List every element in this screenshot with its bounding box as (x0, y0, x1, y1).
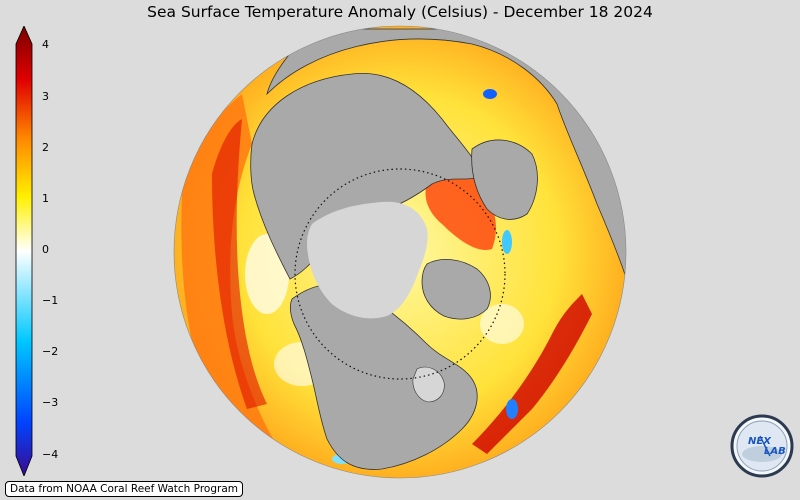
globe-map (173, 25, 627, 479)
cold-anomaly-spot (506, 399, 518, 419)
greenland-landmass (421, 259, 491, 320)
siberia-landmass (250, 72, 483, 280)
colorbar-tick-label: 4 (42, 38, 49, 51)
nexlab-logo-icon: NEX LAB (730, 414, 794, 478)
map-title: Sea Surface Temperature Anomaly (Celsius… (147, 3, 653, 21)
svg-text:LAB: LAB (764, 446, 786, 457)
pacific-hot-anomaly (212, 119, 267, 409)
colorbar-tick-label: −3 (42, 396, 59, 409)
arctic-circle-line (294, 168, 506, 380)
colorbar-tick-label: 1 (42, 192, 49, 205)
colorbar (15, 26, 33, 476)
colorbar-tick-label: 2 (42, 141, 49, 154)
colorbar-tick-label: 3 (42, 90, 49, 103)
cold-anomaly-spot (483, 89, 497, 99)
hudson-bay-ice (412, 366, 445, 403)
colorbar-tick-label: −2 (42, 345, 59, 358)
atlantic-hot-anomaly (472, 294, 592, 454)
svg-text:NEX: NEX (748, 436, 772, 447)
colorbar-tick-label: −1 (42, 294, 59, 307)
colorbar-tick-label: 0 (42, 243, 49, 256)
data-credit: Data from NOAA Coral Reef Watch Program (5, 481, 243, 497)
arctic-sea-ice (307, 201, 428, 319)
ocean-neutral-patch (480, 304, 524, 344)
europe-landmass (471, 139, 538, 220)
colorbar-tick-label: −4 (42, 448, 59, 461)
globe-outline (173, 25, 627, 479)
cold-anomaly-spot (502, 230, 512, 254)
